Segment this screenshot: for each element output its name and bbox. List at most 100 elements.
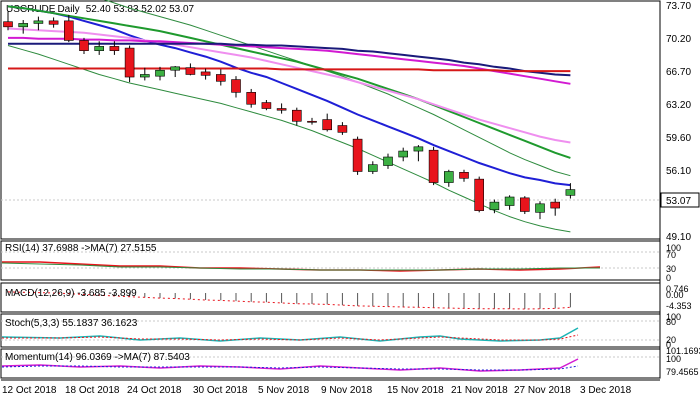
date-tick-label: 5 Nov 2018	[258, 385, 310, 396]
candle[interactable]	[109, 41, 120, 55]
candle[interactable]	[322, 113, 333, 132]
rsi-tick: 70	[666, 250, 676, 260]
candle[interactable]	[291, 107, 302, 126]
rsi-tick: 30	[666, 264, 676, 274]
momentum-label: Momentum(14) 96.0369 ->MA(7) 87.5403	[5, 352, 190, 363]
candle[interactable]	[504, 195, 515, 210]
candle-body-down	[428, 149, 439, 183]
rsi-panel[interactable]	[0, 240, 661, 281]
candle[interactable]	[443, 169, 454, 187]
candle-body-up	[367, 164, 378, 172]
momentum-tick: 100	[666, 354, 681, 364]
ohlc-readout: 52.40 53.83 52.02 53.07	[86, 4, 195, 15]
last-price-tag	[660, 192, 700, 208]
green-ma-line	[7, 5, 571, 159]
candle[interactable]	[216, 69, 226, 86]
stoch-tick: 100	[666, 312, 681, 322]
macd-panel[interactable]	[0, 282, 661, 313]
candle[interactable]	[140, 67, 150, 81]
candle[interactable]	[474, 176, 485, 213]
pink-ma-line	[7, 27, 571, 144]
red-ma-line	[8, 67, 571, 73]
candle[interactable]	[48, 17, 59, 28]
candle-body-down	[109, 46, 120, 51]
candle[interactable]	[459, 169, 469, 182]
candle-body-up	[155, 69, 165, 77]
candle[interactable]	[124, 45, 135, 83]
price-tick-label: 63.20	[666, 100, 691, 111]
macd-signal-line	[7, 291, 571, 310]
candle[interactable]	[3, 11, 13, 31]
timeframe-label: Daily	[57, 4, 79, 15]
date-tick-label: 27 Nov 2018	[514, 385, 571, 396]
candle[interactable]	[428, 146, 439, 186]
candle[interactable]	[550, 198, 561, 216]
candle-body-up	[33, 20, 44, 24]
candle-body-down	[64, 20, 74, 41]
candle[interactable]	[535, 201, 545, 220]
candle[interactable]	[367, 161, 378, 175]
navy-ma-line	[8, 42, 571, 77]
last-price-label: 53.07	[666, 196, 691, 207]
candle[interactable]	[276, 103, 287, 114]
candle-body-up	[535, 203, 545, 213]
candle-body-down	[79, 40, 89, 51]
momentum-line	[1, 358, 579, 372]
date-tick-label: 12 Oct 2018	[2, 385, 57, 396]
candle[interactable]	[398, 147, 409, 162]
candle[interactable]	[231, 76, 241, 98]
candle[interactable]	[155, 66, 165, 81]
candle-body-down	[322, 119, 333, 131]
candle-body-up	[170, 66, 180, 71]
macd-histogram	[7, 291, 571, 310]
candle[interactable]	[94, 41, 104, 55]
stoch-panel[interactable]	[0, 313, 661, 348]
candle-body-down	[276, 108, 287, 111]
candle[interactable]	[79, 37, 89, 55]
candle[interactable]	[246, 88, 256, 108]
price-tick-label: 70.20	[666, 34, 691, 45]
candle-body-up	[140, 74, 150, 78]
candle[interactable]	[383, 153, 393, 169]
candle-body-up	[413, 146, 424, 152]
candle-body-down	[307, 120, 317, 123]
rsi-tick: 100	[666, 243, 681, 253]
candle-body-down	[200, 71, 211, 76]
date-axis: 12 Oct 2018 18 Oct 2018 24 Oct 2018 30 O…	[2, 385, 632, 396]
candle-body-down	[474, 178, 485, 211]
candle[interactable]	[489, 199, 500, 214]
macd-tick: 0.00	[666, 290, 684, 300]
candle[interactable]	[337, 122, 348, 135]
candle-body-down	[550, 201, 561, 209]
candle[interactable]	[565, 183, 576, 199]
rsi-tick: 0	[666, 273, 671, 283]
price-tick-label: 56.10	[666, 166, 691, 177]
macd-label: MACD(12,26,9) -3.685 -3.899	[5, 288, 137, 299]
candle[interactable]	[307, 117, 317, 125]
candle-body-up	[18, 23, 29, 28]
candle-body-down	[185, 67, 196, 75]
candle-body-down	[459, 172, 469, 179]
candle[interactable]	[519, 196, 530, 215]
price-tick-label: 59.60	[666, 133, 691, 144]
candle[interactable]	[413, 145, 424, 162]
candle[interactable]	[261, 100, 272, 111]
rsi-ma-line	[1, 262, 600, 271]
candle[interactable]	[64, 14, 74, 43]
candle-body-up	[565, 189, 576, 196]
candle[interactable]	[170, 65, 180, 78]
candle[interactable]	[352, 136, 363, 175]
candle-body-down	[124, 47, 135, 78]
stoch-d-line	[2, 334, 579, 341]
candle-body-down	[261, 102, 272, 109]
candle[interactable]	[33, 16, 44, 31]
momentum-panel[interactable]	[0, 348, 661, 379]
candlesticks[interactable]	[3, 11, 576, 220]
price-tick-label: 49.10	[666, 232, 691, 243]
candle[interactable]	[200, 68, 211, 80]
candle[interactable]	[18, 20, 29, 34]
candle[interactable]	[185, 63, 196, 76]
candle-body-down	[246, 92, 256, 105]
